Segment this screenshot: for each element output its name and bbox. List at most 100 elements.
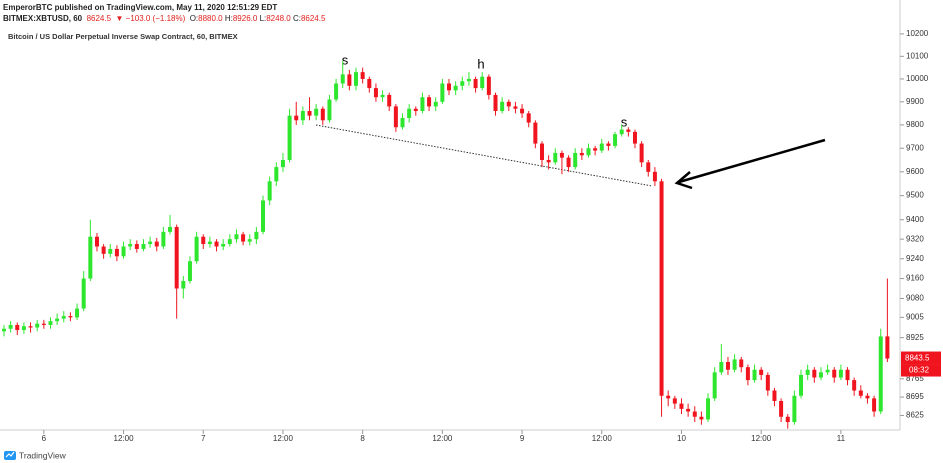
chart-title: Bitcoin / US Dollar Perpetual Inverse Sw… — [8, 32, 238, 41]
candle-body — [779, 400, 784, 417]
publisher: EmperorBTC published on TradingView.com,… — [3, 3, 278, 12]
candle-body — [712, 372, 717, 399]
candle-body — [679, 403, 684, 409]
candle-body — [360, 72, 365, 79]
candle-body — [387, 94, 392, 107]
candle-body — [48, 321, 53, 325]
candle-body — [241, 234, 246, 242]
candle-body — [141, 244, 146, 249]
x-tick-label: 12:00 — [751, 434, 772, 443]
candle-body — [573, 152, 578, 168]
candle-body — [1, 328, 6, 332]
y-tick-label: 8625 — [906, 411, 924, 420]
candle-body — [520, 108, 525, 114]
candle-body — [652, 171, 657, 182]
y-tick-label: 9600 — [906, 167, 924, 176]
candle-body — [340, 74, 345, 84]
symbol: BITMEX:XBTUSD, 60 — [3, 14, 83, 23]
tradingview-logo — [4, 451, 16, 460]
candle-body — [55, 318, 60, 322]
candle-body — [108, 248, 113, 254]
candle-body — [247, 239, 252, 242]
y-tick-label: 9240 — [906, 254, 924, 263]
candle-body — [480, 76, 485, 89]
candle-body — [460, 81, 465, 86]
candle-body — [832, 369, 837, 378]
candle-body — [35, 323, 40, 328]
header-line: EmperorBTC published on TradingView.com,… — [3, 3, 277, 12]
candle-body — [194, 236, 199, 262]
y-tick-label: 10000 — [906, 74, 929, 83]
candle-body — [420, 97, 425, 112]
y-tick-label: 10200 — [906, 29, 929, 38]
candle-body — [619, 129, 624, 135]
candle-body — [805, 369, 810, 375]
x-tick-label: 9 — [520, 434, 525, 443]
ohlc-value: 8880.0 — [198, 14, 223, 23]
candle-body — [852, 380, 857, 391]
candle-body — [134, 244, 139, 249]
y-tick-label: 9320 — [906, 234, 924, 243]
candle-body — [838, 369, 843, 378]
candle-body — [725, 362, 730, 370]
candle-body — [201, 236, 206, 245]
candle-body — [599, 143, 604, 151]
x-tick-label: 7 — [201, 434, 206, 443]
candle-body — [486, 76, 491, 95]
ohlc-value: 8926.0 — [232, 14, 258, 23]
x-tick-label: 12:00 — [114, 434, 135, 443]
y-tick-label: 9080 — [906, 294, 924, 303]
candle-body — [606, 143, 611, 146]
candle-body — [732, 359, 737, 370]
annotation: s — [342, 52, 349, 67]
ohlc-value: 8248.0 — [266, 14, 291, 23]
candle-body — [307, 111, 312, 116]
header-line: BITMEX:XBTUSD, 60 8624.5 ▼ −103.0 (−1.18… — [3, 14, 325, 23]
x-tick-label: 11 — [837, 434, 846, 443]
x-tick-label: 12:00 — [273, 434, 294, 443]
candle-body — [300, 111, 305, 121]
candle-body — [161, 231, 166, 247]
candle-body — [128, 244, 133, 247]
y-tick-label: 9800 — [906, 120, 924, 129]
candle-body — [632, 131, 637, 144]
candle-body — [15, 324, 20, 331]
candle-body — [187, 261, 192, 282]
candle-body — [334, 83, 339, 100]
candle-body — [812, 369, 817, 378]
candle-body — [872, 398, 877, 412]
ohlc-label: H: — [224, 14, 233, 23]
x-tick-label: 8 — [360, 434, 365, 443]
candle-body — [148, 241, 153, 245]
candle-body — [666, 395, 671, 399]
candle-body — [500, 101, 505, 112]
candle-body — [440, 83, 445, 102]
y-tick-label: 9700 — [906, 143, 924, 152]
candle-body — [553, 152, 558, 163]
x-tick-label: 12:00 — [592, 434, 613, 443]
annotation: h — [477, 56, 484, 71]
candle-body — [453, 85, 458, 91]
candle-body — [101, 246, 106, 254]
candle-body — [593, 148, 598, 151]
last: 8624.5 — [86, 14, 112, 23]
candle-body — [327, 99, 332, 121]
y-tick-label: 9005 — [906, 312, 924, 321]
candle-body — [274, 167, 279, 182]
candle-body — [765, 374, 770, 391]
candle-body — [473, 78, 478, 89]
candle-body — [865, 395, 870, 399]
x-tick-label: 10 — [677, 434, 686, 443]
countdown-box — [901, 364, 941, 377]
annotation: s — [621, 114, 628, 129]
candle-body — [227, 239, 232, 245]
candle-body — [752, 369, 757, 381]
candle-body — [646, 162, 651, 172]
y-tick-label: 8765 — [906, 374, 924, 383]
ohlc-value: 8624.5 — [300, 14, 326, 23]
candle-body — [261, 200, 266, 232]
candle-body — [413, 108, 418, 112]
y-tick-label: 8695 — [906, 392, 924, 401]
y-tick-label: 10100 — [906, 51, 929, 60]
